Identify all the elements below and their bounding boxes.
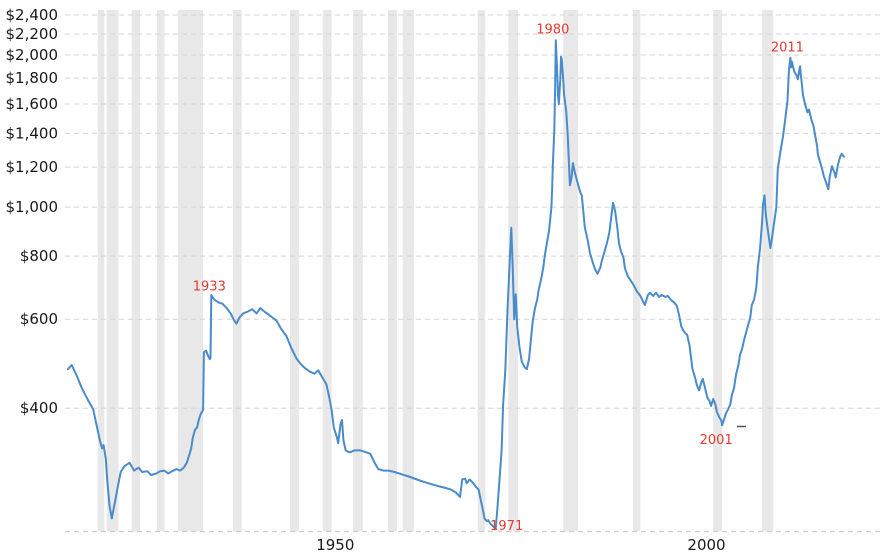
recession-band	[762, 10, 774, 532]
axis-labels-layer: $2,400$2,200 $2,000 $1,800 $1,600 $1,400 $1,2…	[6, 6, 726, 554]
plot-area[interactable]	[65, 10, 884, 532]
y-axis-tick-label: $800	[20, 247, 58, 265]
recession-band	[177, 10, 204, 532]
recession-band	[353, 10, 363, 532]
y-axis-tick-label: $1,400	[6, 124, 59, 142]
y-axis-tick-label: $2,000	[6, 46, 59, 64]
annotations-layer: 1933 1971 1980 2001 2011	[193, 23, 804, 534]
recession-band	[131, 10, 140, 532]
annotation-year-label: 1971	[490, 519, 523, 534]
recession-band	[157, 10, 165, 532]
y-axis-tick-label: $2,200	[6, 25, 59, 43]
y-axis-tick-label: $1,200	[6, 158, 59, 176]
recession-band	[97, 10, 105, 532]
recession-band	[402, 10, 414, 532]
recession-bands-layer	[97, 10, 774, 532]
x-axis-tick-label: 2000	[687, 536, 725, 554]
recession-band	[290, 10, 299, 532]
y-axis-tick-label: $1,000	[6, 198, 59, 216]
y-axis-tick-label: $2,400	[6, 6, 59, 24]
recession-band	[477, 10, 486, 532]
annotation-year-label: 2001	[700, 433, 733, 448]
annotation-year-label: 2011	[771, 40, 804, 55]
recession-band	[322, 10, 332, 532]
recession-band	[106, 10, 119, 532]
recession-band	[563, 10, 579, 532]
gridlines-layer	[65, 14, 884, 533]
gold-price-line	[67, 39, 845, 530]
annotation-year-label: 1933	[193, 280, 226, 295]
y-axis-tick-label: $1,800	[6, 69, 59, 87]
price-line-layer	[67, 39, 845, 530]
recession-band	[232, 10, 242, 532]
recession-band	[388, 10, 397, 532]
annotation-year-label: 1980	[536, 23, 569, 38]
y-axis-tick-label: $600	[20, 310, 58, 328]
y-axis-tick-label: $400	[20, 399, 58, 417]
recession-band	[633, 10, 641, 532]
recession-band	[713, 10, 723, 532]
y-axis-tick-label: $1,600	[6, 95, 59, 113]
x-axis-tick-label: 1950	[316, 536, 354, 554]
